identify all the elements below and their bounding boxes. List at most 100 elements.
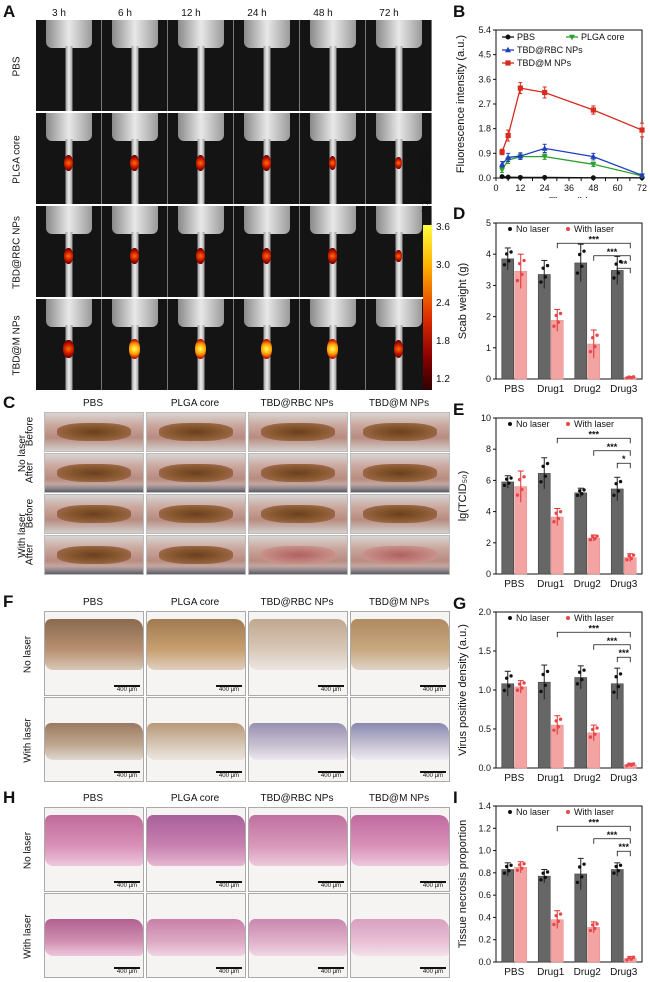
scale-bar-line xyxy=(216,967,242,969)
panel-label-e: E xyxy=(453,400,465,419)
wound-lesion xyxy=(56,463,132,482)
data-dot xyxy=(507,869,511,873)
wound-photo xyxy=(350,535,450,575)
group-label: TBD@RBC NPs xyxy=(11,215,23,289)
mouse-tail xyxy=(263,46,270,111)
mouse-body xyxy=(45,113,92,141)
tissue-section xyxy=(147,722,245,761)
panel-label-f: F xyxy=(3,592,14,611)
mouse-image xyxy=(234,206,300,297)
data-dot xyxy=(580,264,584,269)
legend-label: TBD@RBC NPs xyxy=(517,45,583,55)
scale-bar-label: 400 μm xyxy=(116,969,138,975)
mouse-tail xyxy=(131,232,138,297)
data-dot xyxy=(614,864,618,869)
wound-lesion xyxy=(158,545,234,564)
data-dot xyxy=(552,922,556,927)
data-point xyxy=(505,34,511,40)
tissue-section xyxy=(249,918,347,957)
data-dot xyxy=(541,464,545,469)
legend-label: No laser xyxy=(516,807,550,817)
data-dot xyxy=(580,875,584,879)
x-tick-label: 36 xyxy=(564,183,574,193)
data-dot xyxy=(582,862,586,866)
data-point xyxy=(639,127,645,133)
timepoint-label: 3 h xyxy=(52,8,66,19)
state-label: Before xyxy=(24,498,36,529)
histology-image: 400 μm xyxy=(248,807,348,892)
data-dot xyxy=(552,324,556,328)
x-axis-label: Time (h) xyxy=(549,196,590,198)
scale-bar: 400 μm xyxy=(420,685,446,693)
row-label: With laser xyxy=(22,718,34,763)
data-dot xyxy=(616,869,621,873)
scale-bar-label: 400 μm xyxy=(218,687,240,693)
data-dot xyxy=(502,871,507,875)
scale-bar-line xyxy=(420,685,446,687)
group-label: PBS xyxy=(11,56,23,77)
data-point xyxy=(590,161,597,168)
data-dot xyxy=(577,670,582,674)
data-dot xyxy=(556,919,561,923)
x-tick-label: PBS xyxy=(504,773,524,784)
significance-label: * xyxy=(622,454,626,464)
mouse-body xyxy=(243,206,290,234)
data-dot xyxy=(625,958,629,962)
scale-bar-label: 400 μm xyxy=(422,773,444,779)
data-dot xyxy=(504,477,509,481)
mouse-image xyxy=(102,20,168,111)
wound-photo xyxy=(146,453,246,493)
data-dot xyxy=(541,871,545,875)
data-dot xyxy=(575,271,580,275)
timepoint-label: 6 h xyxy=(118,8,132,19)
tissue-section xyxy=(45,814,143,867)
scale-bar: 400 μm xyxy=(216,685,242,693)
colorbar-tick: 1.2 xyxy=(436,374,450,385)
wound-photo xyxy=(248,412,348,452)
mouse-tail xyxy=(131,139,138,204)
data-dot xyxy=(595,333,599,337)
data-dot xyxy=(543,875,548,880)
data-dot xyxy=(509,674,513,678)
data-dot xyxy=(590,535,595,539)
fluorescence-spot xyxy=(327,339,338,359)
colorbar-tick: 3.0 xyxy=(436,260,450,271)
scale-bar: 400 μm xyxy=(216,771,242,779)
data-dot xyxy=(627,554,631,558)
mouse-tail xyxy=(131,46,138,111)
y-tick-label: 0.6 xyxy=(478,890,491,900)
scale-bar: 400 μm xyxy=(114,771,140,779)
data-dot xyxy=(631,553,636,557)
scale-bar: 400 μm xyxy=(114,967,140,975)
data-dot xyxy=(541,672,545,677)
data-dot xyxy=(558,912,563,916)
bar xyxy=(587,537,601,575)
mouse-image xyxy=(36,299,102,390)
tissue-section xyxy=(249,722,347,761)
mouse-body xyxy=(309,113,356,141)
column-label: TBD@RBC NPs xyxy=(260,793,334,804)
bar xyxy=(610,488,624,575)
y-tick-label: 1.5 xyxy=(478,646,491,656)
fluorescence-spot xyxy=(63,339,74,359)
data-dot xyxy=(541,266,545,270)
data-dot xyxy=(507,481,511,485)
data-dot xyxy=(539,878,543,882)
data-point xyxy=(499,167,506,173)
scale-bar-line xyxy=(114,771,140,773)
data-dot xyxy=(556,725,561,729)
mouse-image xyxy=(102,113,168,204)
data-dot xyxy=(554,511,558,515)
data-dot xyxy=(520,686,524,690)
mouse-image xyxy=(36,206,102,297)
data-dot xyxy=(507,684,511,688)
data-dot xyxy=(520,487,524,492)
colorbar-tick: 2.4 xyxy=(436,298,450,309)
colorbar-tick: 1.8 xyxy=(436,336,450,347)
histology-image: 400 μm xyxy=(248,697,348,782)
y-tick-label: 2.7 xyxy=(478,99,491,109)
fluorescence-spot xyxy=(328,248,337,264)
bar xyxy=(537,875,551,963)
histology-image: 400 μm xyxy=(146,893,246,978)
column-label: PBS xyxy=(82,793,103,804)
